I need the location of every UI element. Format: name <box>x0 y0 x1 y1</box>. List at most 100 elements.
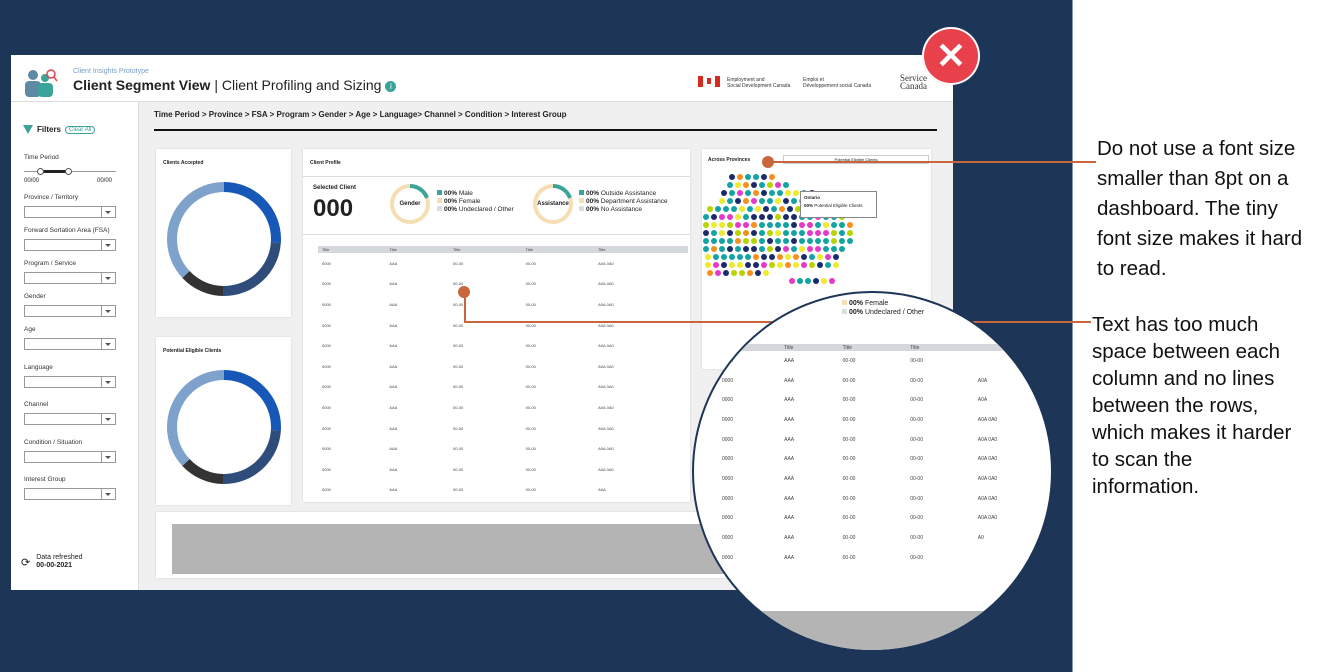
gender-ring-label: Gender <box>399 201 421 207</box>
table-row: 0000 AAA 00-00 00-00 A0A <box>718 390 1051 410</box>
province-dropdown[interactable] <box>24 206 116 218</box>
province-dot <box>759 238 765 244</box>
table-cell: 00-00 <box>910 436 923 443</box>
province-dot <box>767 230 773 236</box>
province-dot <box>797 278 803 284</box>
table-cell: 00-00 <box>525 281 536 287</box>
table-cell: 0000 <box>722 456 734 463</box>
filter-label-province: Province / Territory <box>24 194 79 201</box>
table-cell: 00-00 <box>525 425 536 431</box>
column-header[interactable]: Title <box>521 246 595 253</box>
table-cell: AAA <box>389 343 398 349</box>
table-cell: 0000 <box>722 515 734 522</box>
gender-dropdown[interactable] <box>24 305 116 317</box>
legend-no-assistance: 00% No Assistance <box>579 206 668 214</box>
table-cell: AAA <box>389 384 398 390</box>
province-dot <box>719 246 725 252</box>
interest-group-dropdown[interactable] <box>24 488 116 500</box>
column-header[interactable]: Title <box>385 246 450 253</box>
info-icon[interactable]: i <box>385 81 397 92</box>
app-header: Client Insights Prototype Client Segment… <box>11 55 953 102</box>
table-cell: 0000 <box>322 301 331 307</box>
table-cell: A0A <box>977 377 988 384</box>
column-header[interactable]: Title <box>318 246 386 253</box>
table-cell: 00-00 <box>453 384 464 390</box>
table-row: 0000 AAA 00-00 00-00 A0A 0A0 <box>318 377 688 398</box>
callout-line-spacing-vertical <box>464 292 466 323</box>
table-cell: 00-00 <box>910 475 923 482</box>
funnel-icon <box>23 125 33 134</box>
slider-handle-start[interactable] <box>37 168 44 175</box>
province-dot <box>707 206 713 212</box>
fsa-dropdown[interactable] <box>24 239 116 251</box>
province-dot <box>799 230 805 236</box>
province-dot <box>769 254 775 260</box>
province-dot <box>735 230 741 236</box>
province-dot <box>815 230 821 236</box>
potential-eligible-title: Potential Eligible Clients <box>163 348 222 354</box>
province-dot <box>775 230 781 236</box>
table-cell: 0000 <box>322 281 331 287</box>
province-dot <box>787 206 793 212</box>
column-header[interactable]: Title <box>780 344 839 351</box>
table-cell: 00-00 <box>910 495 923 502</box>
column-header[interactable]: Title <box>718 344 781 351</box>
filters-title: Filters <box>37 125 62 134</box>
time-period-slider[interactable] <box>24 168 116 176</box>
table-cell: 0000 <box>722 357 734 364</box>
condition-dropdown[interactable] <box>24 451 116 463</box>
age-dropdown[interactable] <box>24 338 116 350</box>
table-cell: 0000 <box>322 343 331 349</box>
province-dot <box>711 230 717 236</box>
program-dropdown[interactable] <box>24 272 116 284</box>
province-dot <box>727 246 733 252</box>
donut-segment <box>167 370 281 484</box>
table-row: 0000 AAA 00-00 00-00 A0A 0A0 <box>318 253 688 274</box>
province-dot <box>719 222 725 228</box>
table-cell: A0A 0A0 <box>977 475 998 482</box>
province-dot <box>735 238 741 244</box>
column-header[interactable]: Title <box>449 246 522 253</box>
language-dropdown[interactable] <box>24 376 116 388</box>
province-dot <box>711 222 717 228</box>
province-dot <box>751 182 757 188</box>
province-dot <box>753 190 759 196</box>
callout-font-size: Do not use a font size smaller than 8pt o… <box>1097 137 1303 280</box>
province-dot <box>703 230 709 236</box>
province-dot <box>783 198 789 204</box>
province-dot <box>705 254 711 260</box>
people-logo-icon <box>25 69 58 97</box>
filter-label-channel: Channel <box>24 401 49 408</box>
filters-sidebar: Filters Clear All Time Period 00/00 00/0… <box>11 102 139 590</box>
slider-handle-end[interactable] <box>65 168 72 175</box>
province-dot <box>831 238 837 244</box>
table-cell: 0000 <box>722 416 734 423</box>
province-dot <box>705 262 711 268</box>
column-header[interactable]: Title <box>906 344 974 351</box>
assistance-legend: 00% Outside Assistance 00% Department As… <box>579 190 668 214</box>
filter-label-program: Program / Service <box>24 260 77 267</box>
table-cell: A0A 0A0 <box>598 446 614 452</box>
legend-department-assistance: 00% Department Assistance <box>579 198 668 206</box>
province-dot <box>703 238 709 244</box>
channel-dropdown[interactable] <box>24 413 116 425</box>
table-cell: AAA <box>389 466 398 472</box>
province-dot <box>805 278 811 284</box>
table-cell: 0000 <box>722 554 734 561</box>
refresh-icon[interactable]: ⟳ <box>21 556 31 569</box>
table-cell: 00-00 <box>525 446 536 452</box>
province-dot <box>847 222 853 228</box>
zoom-placeholder-block <box>754 611 1051 650</box>
clear-all-button[interactable]: Clear All <box>65 125 96 134</box>
province-dot <box>723 270 729 276</box>
column-header[interactable]: Title <box>838 344 907 351</box>
table-cell: 00-00 <box>842 416 856 423</box>
province-dot <box>791 222 797 228</box>
callout-spacing: Text has too much space between each colum… <box>1092 313 1292 498</box>
province-dot <box>719 238 725 244</box>
column-header <box>973 344 1051 351</box>
provinces-metric-dropdown[interactable]: Potential Eligible Clients <box>783 155 929 164</box>
column-header[interactable]: Title <box>594 246 688 253</box>
table-cell: 00-00 <box>525 363 536 369</box>
table-cell: 00-00 <box>453 363 464 369</box>
